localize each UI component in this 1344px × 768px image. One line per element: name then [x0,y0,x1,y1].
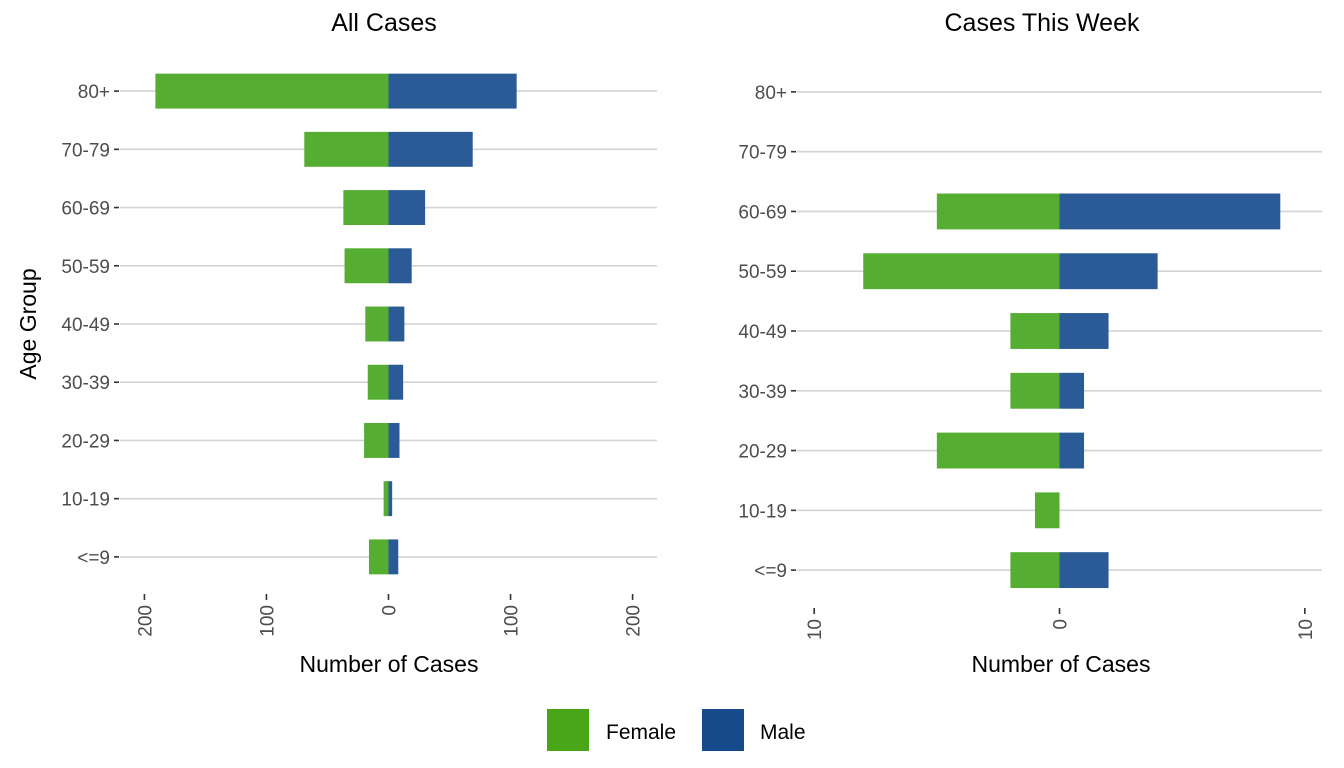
legend-item-female[interactable]: Female [547,709,676,751]
y-axis-title: Age Group [15,268,41,379]
legend-swatch-female [547,709,589,751]
bar-male[interactable] [388,190,426,226]
y-tick-label: <=9 [77,548,110,569]
bar-male[interactable] [1059,193,1281,230]
bar-male[interactable] [388,73,517,109]
y-tick-label: 30-39 [738,382,787,403]
panel-title-all-cases: All Cases [331,9,437,37]
bar-female[interactable] [367,364,389,400]
bar-male[interactable] [1059,253,1158,290]
legend-label-female: Female [606,721,676,744]
bar-male[interactable] [388,306,405,342]
x-tick-label: 10 [1296,619,1317,640]
panel-all-cases: All Cases Number of Cases Age Group 80+ 7… [15,9,657,677]
bar-male[interactable] [1059,432,1085,469]
bar-male[interactable] [388,248,412,284]
bar-female[interactable] [1010,372,1060,409]
y-tick-label: 50-59 [61,257,110,278]
x-tick-label: 100 [502,605,523,637]
bar-female[interactable] [365,306,389,342]
x-axis-title-cases-this-week: Number of Cases [972,651,1151,677]
x-tick-label: 100 [257,605,278,637]
bar-female[interactable] [368,539,389,575]
y-tick-label: 70-79 [738,143,787,164]
y-tick-label: 10-19 [61,490,110,511]
x-axis-title-all-cases: Number of Cases [300,651,479,677]
bar-female[interactable] [863,253,1060,290]
y-tick-label: 40-49 [61,315,110,336]
x-tick-label: 200 [624,605,645,637]
bar-female[interactable] [1010,552,1060,589]
bar-female[interactable] [155,73,389,109]
x-tick-label: 10 [805,619,826,640]
bar-female[interactable] [304,131,389,167]
y-tick-label: 50-59 [738,262,787,283]
bar-male[interactable] [1059,372,1085,409]
legend-item-male[interactable]: Male [702,709,806,751]
y-tick-label: <=9 [754,561,787,582]
x-tick-label: 200 [135,605,156,637]
y-tick-label: 60-69 [738,202,787,223]
bar-male[interactable] [388,481,393,517]
x-tick-label: 0 [380,605,401,616]
y-tick-label: 80+ [78,82,110,103]
bar-female[interactable] [936,432,1060,469]
y-tick-label: 20-29 [738,442,787,463]
bar-male[interactable] [1059,313,1109,349]
panel-cases-this-week: Cases This Week Number of Cases 80+ 70-79… [738,9,1322,677]
bar-female[interactable] [1010,313,1060,349]
y-tick-label: 30-39 [61,373,110,394]
y-tick-label: 70-79 [61,140,110,161]
panel-title-cases-this-week: Cases This Week [945,9,1140,37]
y-tick-label: 60-69 [61,199,110,220]
y-tick-label: 80+ [755,83,787,104]
bar-male[interactable] [388,539,399,575]
bar-male[interactable] [388,422,400,458]
bar-female[interactable] [343,190,389,226]
bar-female[interactable] [1034,492,1060,529]
legend-label-male: Male [760,721,806,744]
bar-female[interactable] [364,422,389,458]
y-tick-label: 10-19 [738,501,787,522]
x-tick-label: 0 [1051,619,1072,630]
bar-male[interactable] [388,364,404,400]
bar-female[interactable] [936,193,1060,230]
y-tick-label: 40-49 [738,322,787,343]
y-tick-label: 20-29 [61,431,110,452]
bar-female[interactable] [344,248,389,284]
bar-female[interactable] [383,481,389,517]
legend-swatch-male [702,709,744,751]
bar-male[interactable] [388,131,473,167]
bar-male[interactable] [1059,552,1109,589]
legend: Female Male [547,709,806,751]
